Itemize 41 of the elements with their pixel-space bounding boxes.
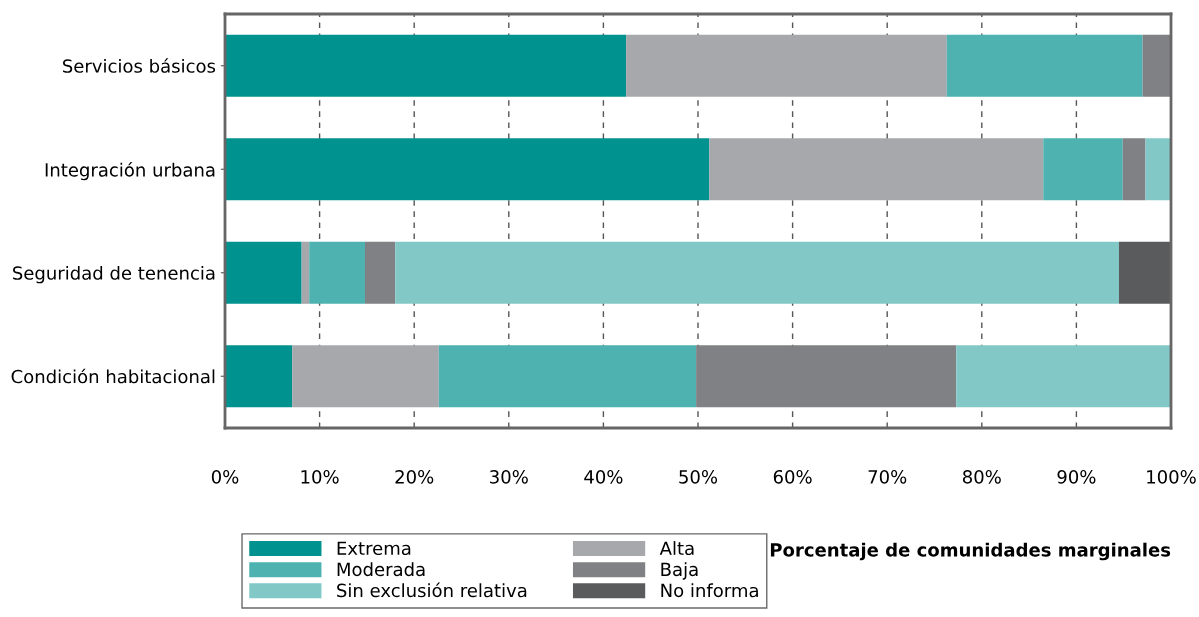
y-tick-label: Integración urbana [45, 162, 215, 181]
legend-label: No informa [661, 583, 758, 598]
bar [1142, 34, 1171, 97]
bar [696, 345, 957, 408]
bar [301, 241, 310, 304]
bar [365, 241, 396, 304]
x-tick-label: 70% [868, 469, 907, 484]
legend-label: Baja [661, 562, 698, 580]
y-tick-label: Condición habitacional [11, 368, 215, 384]
legend-label: Moderada [337, 562, 425, 577]
bar [225, 34, 627, 97]
bar [309, 241, 366, 304]
x-tick-label: 80% [962, 469, 1001, 484]
bar [626, 34, 947, 97]
x-tick-label: 40% [584, 469, 623, 484]
x-tick-label: 60% [773, 469, 812, 484]
x-tick-label: 50% [679, 469, 718, 484]
bar [1122, 138, 1146, 201]
legend-label: Alta [659, 541, 694, 556]
x-tick-label: 20% [395, 469, 434, 484]
bar [395, 241, 1119, 304]
y-tick-label: Seguridad de tenencia [13, 265, 215, 284]
bar [225, 241, 302, 304]
x-tick-label: 10% [301, 469, 339, 484]
bar [225, 138, 710, 201]
bar [956, 345, 1171, 408]
legend-label: Extrema [337, 541, 411, 556]
x-axis-title: Porcentaje de comunidades marginales [770, 542, 1171, 561]
bar [1043, 138, 1123, 201]
bar [438, 345, 697, 408]
bar [709, 138, 1044, 201]
bar [1145, 138, 1171, 201]
legend-label: Sin exclusión relativa [337, 582, 527, 598]
x-tick-label: 100% [1147, 469, 1196, 484]
x-tick-label: 90% [1057, 469, 1096, 484]
bar [946, 34, 1143, 97]
y-tick-label: Servicios básicos [63, 58, 216, 73]
bar [225, 345, 293, 408]
x-tick-label: 0% [211, 469, 239, 484]
x-tick-label: 30% [490, 469, 528, 484]
bar [292, 345, 439, 408]
